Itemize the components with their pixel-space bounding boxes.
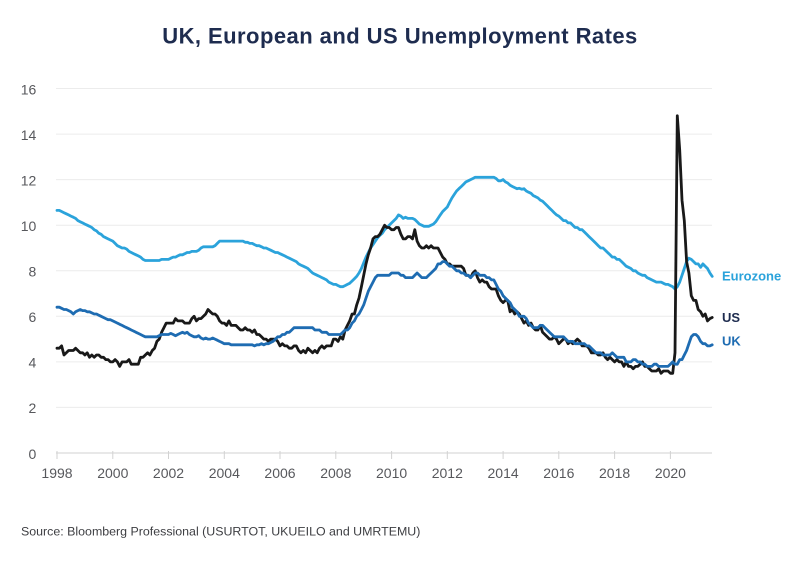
svg-text:2014: 2014 (488, 465, 519, 481)
svg-text:2006: 2006 (264, 465, 295, 481)
svg-text:2002: 2002 (153, 465, 184, 481)
svg-text:2008: 2008 (320, 465, 351, 481)
svg-text:12: 12 (21, 172, 37, 188)
svg-text:2010: 2010 (376, 465, 407, 481)
svg-text:6: 6 (29, 309, 37, 325)
svg-text:2018: 2018 (599, 465, 630, 481)
svg-text:2012: 2012 (432, 465, 463, 481)
svg-text:16: 16 (21, 81, 37, 97)
svg-text:US: US (722, 310, 740, 325)
svg-text:UK: UK (722, 334, 741, 349)
svg-text:2004: 2004 (209, 465, 240, 481)
svg-text:Eurozone: Eurozone (722, 269, 781, 284)
svg-text:10: 10 (21, 218, 37, 234)
svg-text:Source: Bloomberg Professional: Source: Bloomberg Professional (USURTOT,… (21, 525, 420, 539)
svg-text:2020: 2020 (655, 465, 686, 481)
svg-text:2016: 2016 (543, 465, 574, 481)
svg-text:14: 14 (21, 127, 37, 143)
svg-text:UK, European and US Unemployme: UK, European and US Unemployment Rates (162, 24, 638, 49)
svg-text:2000: 2000 (97, 465, 128, 481)
svg-text:8: 8 (29, 264, 37, 280)
svg-text:0: 0 (29, 446, 37, 462)
svg-text:2: 2 (29, 400, 37, 416)
svg-text:1998: 1998 (41, 465, 72, 481)
svg-text:4: 4 (29, 355, 37, 371)
